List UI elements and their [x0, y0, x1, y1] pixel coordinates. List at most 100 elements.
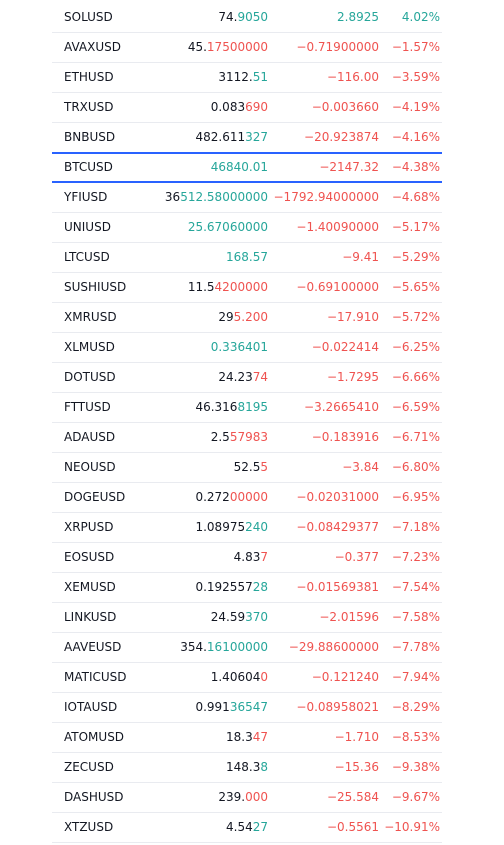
price: 295.200: [148, 303, 268, 332]
price-head: 1.08975: [195, 520, 246, 534]
symbol: LTCUSD: [64, 250, 110, 264]
watchlist-row[interactable]: YFIUSD 36512.58000000 −1792.94000000 −4.68%: [52, 183, 442, 213]
change-percent: −7.94%: [391, 670, 440, 684]
symbol: DOTUSD: [64, 370, 116, 384]
symbol: DOGEUSD: [64, 490, 126, 504]
watchlist-row[interactable]: XMRUSD 295.200 −17.910 −5.72%: [52, 303, 442, 333]
watchlist-row[interactable]: XRPUSD 1.08975240 −0.08429377 −7.18%: [52, 513, 442, 543]
price-tail: 690: [245, 100, 268, 114]
watchlist-row[interactable]: DASHUSD 239.000 −25.584 −9.67%: [52, 783, 442, 813]
watchlist-row[interactable]: ATOMUSD 18.347 −1.710 −8.53%: [52, 723, 442, 753]
watchlist-row[interactable]: XTZUSD 4.5427 −0.5561 −10.91%: [52, 813, 442, 843]
price-tail: 0.336401: [210, 340, 268, 354]
price: 24.59370: [148, 603, 268, 632]
symbol: XMRUSD: [64, 310, 117, 324]
price-head: 239.: [218, 790, 246, 804]
price-tail: 370: [245, 610, 268, 624]
price-head: 24.23: [218, 370, 253, 384]
price: 2.557983: [148, 423, 268, 452]
change: −0.022414: [311, 340, 379, 354]
watchlist-row[interactable]: MATICUSD 1.406040 −0.121240 −7.94%: [52, 663, 442, 693]
change-percent: −1.57%: [391, 40, 440, 54]
watchlist-row[interactable]: TRXUSD 0.083690 −0.003660 −4.19%: [52, 93, 442, 123]
change-percent: −7.18%: [391, 520, 440, 534]
price-tail: 0: [260, 670, 268, 684]
change-percent: −6.25%: [391, 340, 440, 354]
watchlist-row[interactable]: LINKUSD 24.59370 −2.01596 −7.58%: [52, 603, 442, 633]
watchlist-row[interactable]: SUSHIUSD 11.54200000 −0.69100000 −5.65%: [52, 273, 442, 303]
price-head: 0.083: [210, 100, 246, 114]
symbol: AAVEUSD: [64, 640, 122, 654]
price: 0.27200000: [148, 483, 268, 512]
watchlist-row[interactable]: ADAUSD 2.557983 −0.183916 −6.71%: [52, 423, 442, 453]
watchlist-row[interactable]: XEMUSD 0.19255728 −0.01569381 −7.54%: [52, 573, 442, 603]
change-percent: −8.29%: [391, 700, 440, 714]
change: −116.00: [326, 70, 379, 84]
change-percent: −5.72%: [391, 310, 440, 324]
change: −0.02031000: [296, 490, 379, 504]
watchlist-row[interactable]: XLMUSD 0.336401 −0.022414 −6.25%: [52, 333, 442, 363]
change-percent: −5.65%: [391, 280, 440, 294]
price-head: 0.192557: [195, 580, 253, 594]
change-percent: −6.95%: [391, 490, 440, 504]
price-tail: 36547: [229, 700, 268, 714]
watchlist-row[interactable]: SOLUSD 74.9050 2.8925 4.02%: [52, 3, 442, 33]
watchlist-row[interactable]: ZECUSD 148.38 −15.36 −9.38%: [52, 753, 442, 783]
change-percent: −7.54%: [391, 580, 440, 594]
watchlist-row[interactable]: BTCUSD 46840.01 −2147.32 −4.38%: [52, 152, 442, 183]
watchlist-row[interactable]: DOTUSD 24.2374 −1.7295 −6.66%: [52, 363, 442, 393]
change: −1.40090000: [296, 220, 379, 234]
watchlist-row[interactable]: NEOUSD 52.55 −3.84 −6.80%: [52, 453, 442, 483]
price-head: 482.611: [195, 130, 246, 144]
watchlist-row[interactable]: AVAXUSD 45.17500000 −0.71900000 −1.57%: [52, 33, 442, 63]
symbol: ETHUSD: [64, 70, 114, 84]
watchlist-row[interactable]: ETHUSD 3112.51 −116.00 −3.59%: [52, 63, 442, 93]
price: 168.57: [148, 243, 268, 272]
change-percent: −7.23%: [391, 550, 440, 564]
price: 482.611327: [148, 123, 268, 152]
change-percent: −6.71%: [391, 430, 440, 444]
watchlist-row[interactable]: FTTUSD 46.3168195 −3.2665410 −6.59%: [52, 393, 442, 423]
watchlist-row[interactable]: BNBUSD 482.611327 −20.923874 −4.16%: [52, 123, 442, 153]
symbol: ATOMUSD: [64, 730, 125, 744]
price-head: 3112.: [218, 70, 253, 84]
price: 0.19255728: [148, 573, 268, 602]
price-head: 46.316: [195, 400, 238, 414]
price: 52.55: [148, 453, 268, 482]
price-tail: 000: [245, 790, 268, 804]
watchlist-row[interactable]: DOGEUSD 0.27200000 −0.02031000 −6.95%: [52, 483, 442, 513]
symbol: NEOUSD: [64, 460, 116, 474]
watchlist: SOLUSD 74.9050 2.8925 4.02% AVAXUSD 45.175000…: [0, 3, 504, 843]
symbol: BNBUSD: [64, 130, 116, 144]
symbol: BTCUSD: [64, 160, 113, 174]
price: 74.9050: [148, 3, 268, 32]
symbol: XEMUSD: [64, 580, 116, 594]
symbol: EOSUSD: [64, 550, 115, 564]
symbol: XLMUSD: [64, 340, 115, 354]
price-head: 52.5: [233, 460, 261, 474]
change: 2.8925: [337, 10, 379, 24]
symbol: XTZUSD: [64, 820, 114, 834]
change-percent: −6.66%: [391, 370, 440, 384]
change: −3.2665410: [304, 400, 379, 414]
watchlist-row[interactable]: EOSUSD 4.837 −0.377 −7.23%: [52, 543, 442, 573]
watchlist-row[interactable]: IOTAUSD 0.99136547 −0.08958021 −8.29%: [52, 693, 442, 723]
change-percent: −3.59%: [391, 70, 440, 84]
price-tail: 512.58000000: [180, 190, 268, 204]
watchlist-row[interactable]: UNIUSD 25.67060000 −1.40090000 −5.17%: [52, 213, 442, 243]
price: 25.67060000: [148, 213, 268, 242]
price: 4.837: [148, 543, 268, 572]
watchlist-row[interactable]: LTCUSD 168.57 −9.41 −5.29%: [52, 243, 442, 273]
change-percent: −4.68%: [391, 190, 440, 204]
change: −2147.32: [319, 160, 379, 174]
watchlist-row[interactable]: AAVEUSD 354.16100000 −29.88600000 −7.78%: [52, 633, 442, 663]
price-tail: 8195: [237, 400, 268, 414]
price: 148.38: [148, 753, 268, 782]
price: 0.336401: [148, 333, 268, 362]
change-percent: −5.29%: [391, 250, 440, 264]
change: −0.71900000: [296, 40, 379, 54]
change-percent: −9.67%: [391, 790, 440, 804]
price-tail: 57983: [229, 430, 268, 444]
price-tail: 240: [245, 520, 268, 534]
symbol: ADAUSD: [64, 430, 116, 444]
